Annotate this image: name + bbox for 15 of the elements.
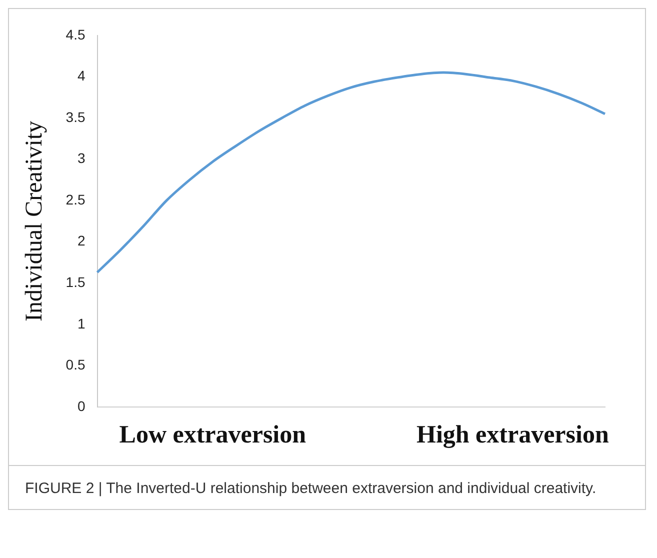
y-tick-label: 3	[77, 150, 86, 166]
x-tick-label: High extraversion	[416, 421, 609, 448]
y-tick-label: 2.5	[66, 191, 86, 208]
x-tick-label: Low extraversion	[119, 421, 306, 448]
y-tick-label: 1	[77, 315, 86, 332]
y-tick-label: 4	[77, 68, 86, 84]
y-tick-label: 0	[77, 398, 86, 414]
y-tick-label: 3.5	[66, 108, 86, 125]
y-tick-label: 4.5	[66, 26, 86, 42]
y-tick-label: 0.5	[66, 356, 86, 373]
y-tick-label: 1.5	[66, 274, 86, 290]
caption: FIGURE 2 | The Inverted-U relationship between extraversion and individual creativity.	[9, 465, 645, 499]
y-axis-title: Individual Creativity	[22, 120, 48, 322]
line-series	[96, 71, 606, 274]
y-tick-label: 2	[77, 232, 86, 249]
